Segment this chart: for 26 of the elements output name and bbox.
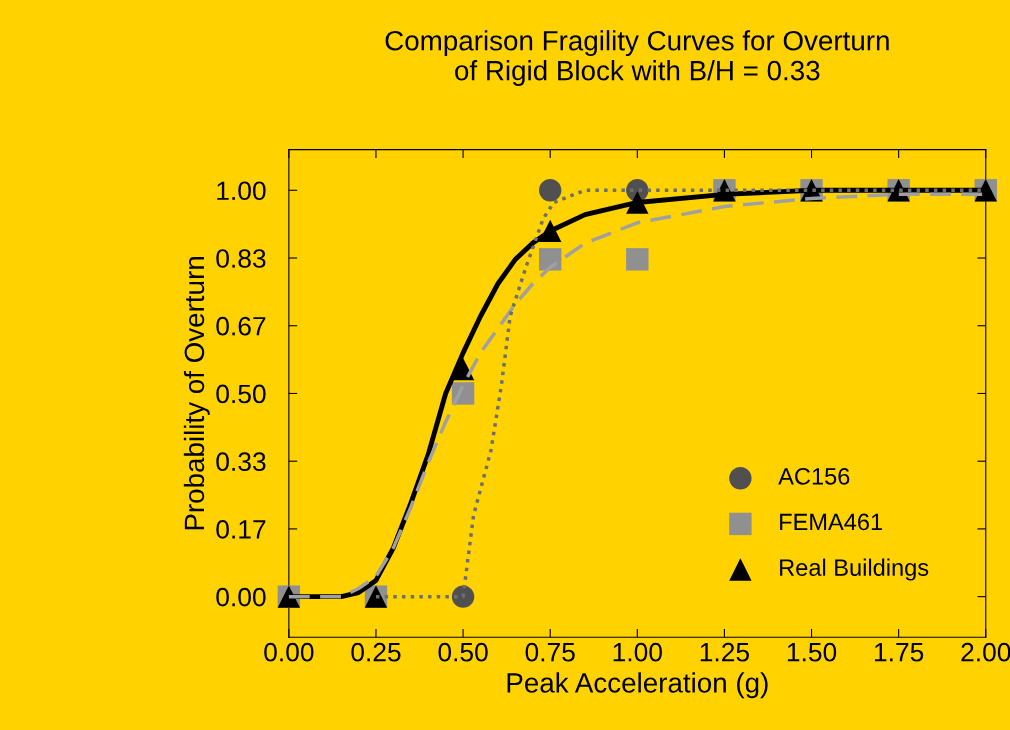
y-tick-label: 0.67 <box>216 316 266 336</box>
point <box>451 585 475 608</box>
x-tick-label: 0.50 <box>438 642 488 662</box>
y-tick-label: 1.00 <box>217 181 266 201</box>
x-tick-label: 1.00 <box>613 642 662 662</box>
chart-title: Comparison Fragility Curves for Overturn of Rigid Block with B/H = 0.33 <box>385 30 889 86</box>
y-tick-label: 0.83 <box>216 249 266 268</box>
x-tick-label: 0.00 <box>264 642 314 662</box>
x-axis-title: Peak Acceleration (g) <box>507 672 768 699</box>
y-tick-label: 0.00 <box>216 587 266 607</box>
x-tick-label: 0.25 <box>351 642 401 662</box>
y-tick-label: 0.50 <box>216 384 266 404</box>
x-tick-label: 0.75 <box>525 642 575 662</box>
point <box>539 248 562 271</box>
point <box>626 248 649 271</box>
legend-label: AC156 <box>778 467 850 485</box>
x-tick-label: 2.00 <box>961 642 1010 662</box>
legend-label: FEMA461 <box>780 513 882 531</box>
y-tick-label: 0.17 <box>216 520 266 539</box>
y-tick-label: 0.33 <box>216 452 266 472</box>
x-tick-label: 1.50 <box>787 642 837 662</box>
point <box>539 179 562 202</box>
legend-label: Real Buildings <box>780 558 929 581</box>
x-tick-label: 1.25 <box>700 642 749 662</box>
y-axis-title: Probability of Overturn <box>183 257 210 530</box>
x-tick-label: 1.75 <box>874 643 924 662</box>
